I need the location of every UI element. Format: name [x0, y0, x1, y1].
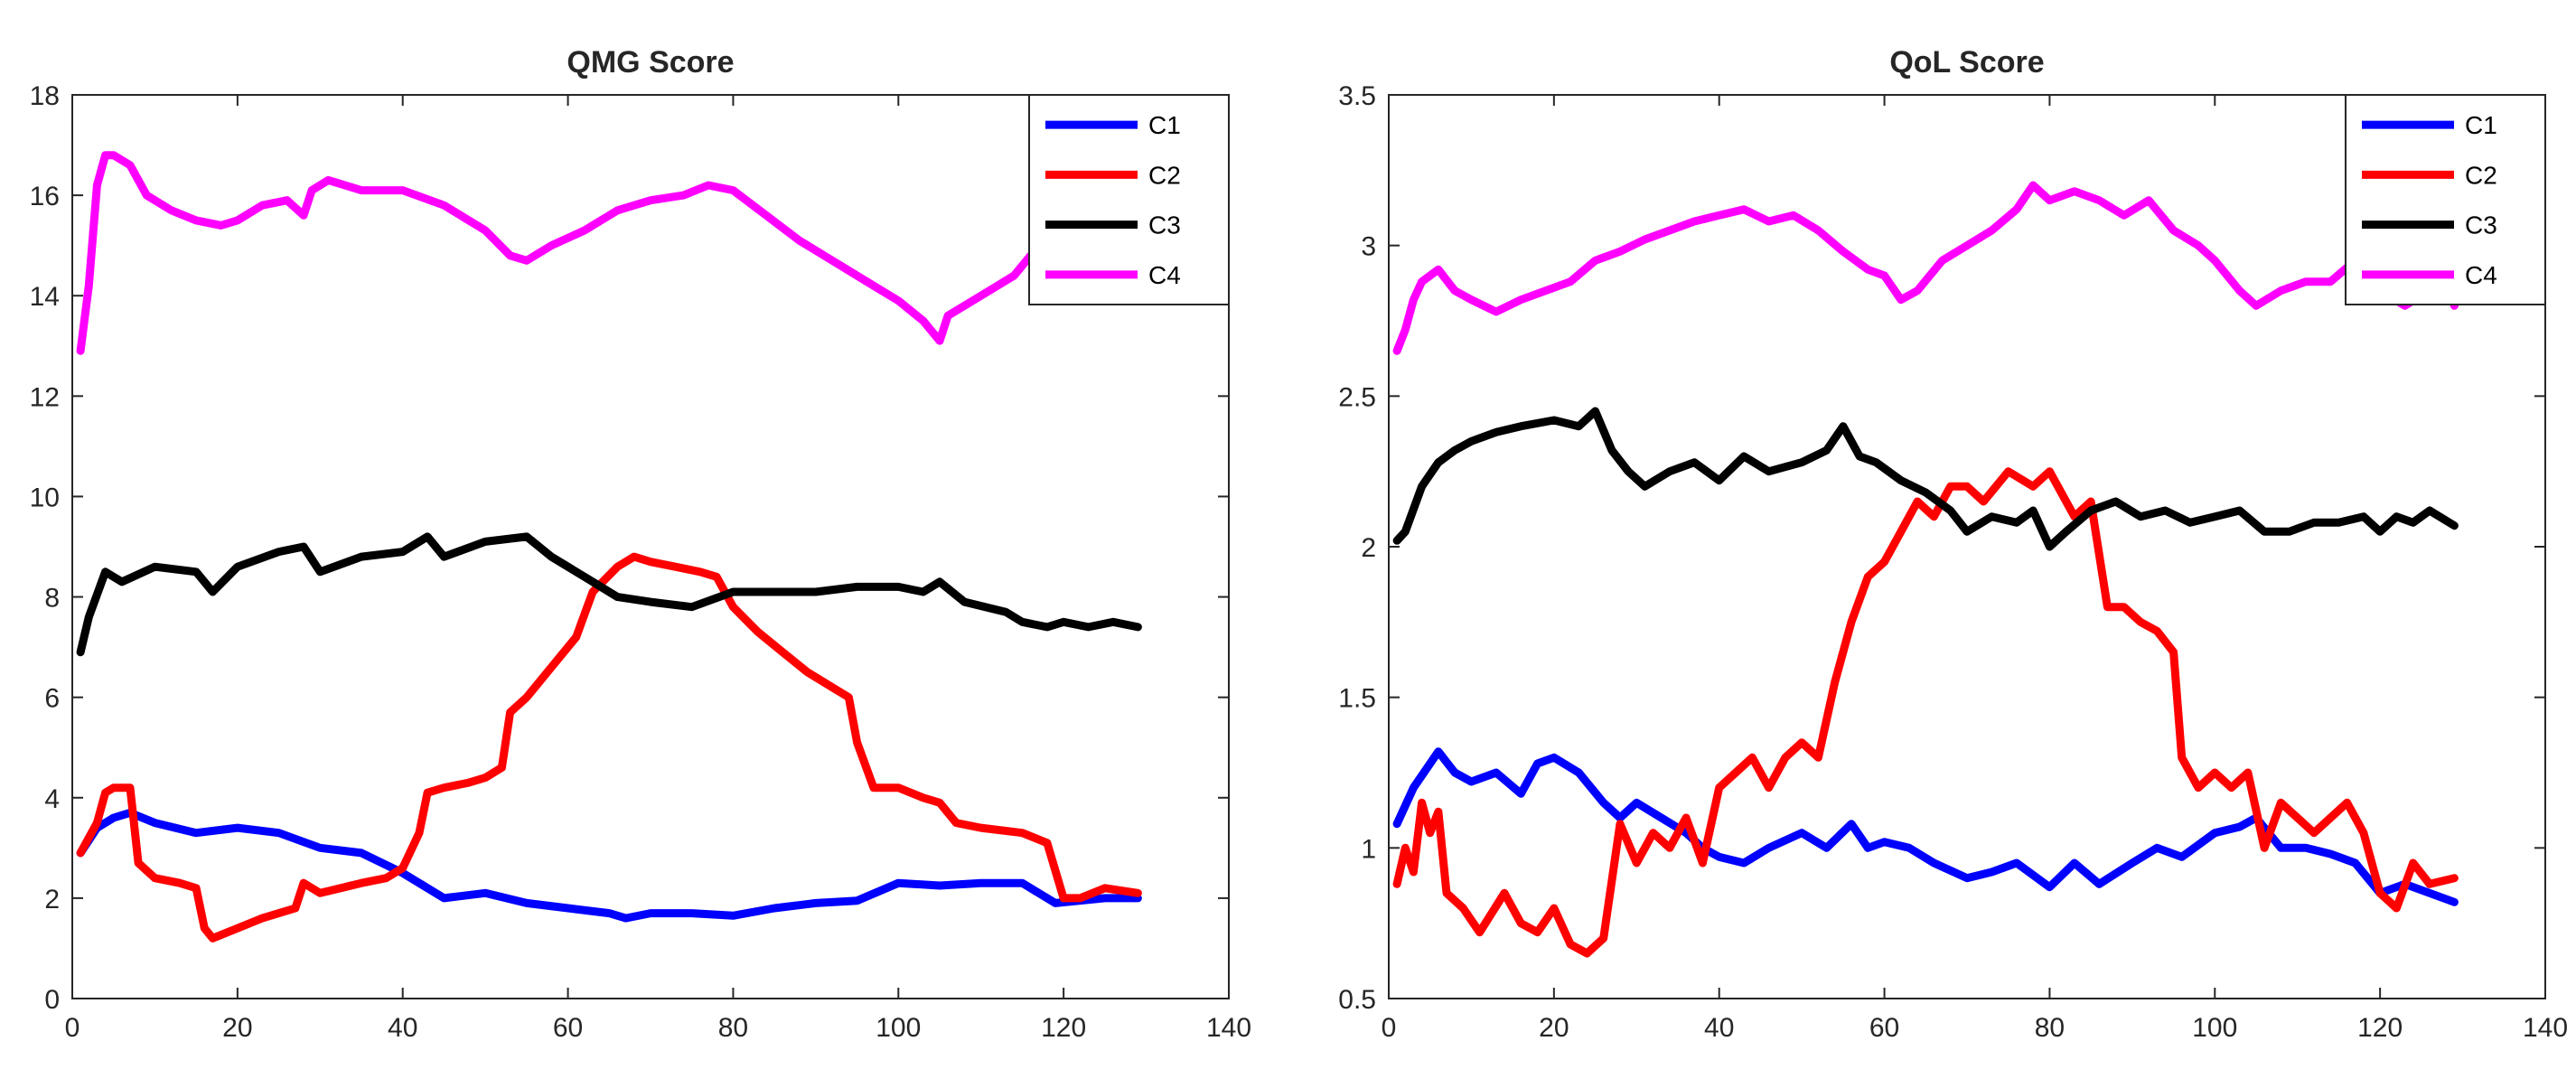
legend-box: [1028, 94, 1230, 305]
legend-box: [2345, 94, 2546, 305]
x-tick-label: 40: [388, 1013, 417, 1043]
legend-label-c4: C4: [2465, 261, 2497, 289]
legend-label-c4: C4: [1148, 261, 1181, 289]
x-tick-label: 80: [2035, 1013, 2065, 1043]
x-tick-label: 80: [718, 1013, 748, 1043]
x-tick-label: 140: [1206, 1013, 1251, 1043]
legend-label-c3: C3: [2465, 211, 2497, 239]
x-tick-label: 0: [65, 1013, 80, 1043]
x-tick-label: 120: [1041, 1013, 1086, 1043]
series-line-c3: [1392, 407, 2459, 551]
y-tick-label: 3: [1361, 232, 1376, 262]
y-tick-label: 16: [30, 182, 60, 211]
y-tick-label: 2.5: [1338, 382, 1376, 412]
legend-label-c2: C2: [1148, 161, 1181, 189]
y-tick-label: 2: [44, 885, 60, 914]
y-tick-label: 12: [30, 382, 60, 412]
y-tick-label: 0: [44, 985, 60, 1015]
legend-label-c1: C1: [1148, 111, 1181, 139]
legend-label-c3: C3: [1148, 211, 1181, 239]
legend: C1 C2 C3 C4: [1028, 94, 1230, 305]
x-tick-label: 100: [876, 1013, 921, 1043]
y-tick-label: 4: [44, 784, 60, 814]
series-line-c4: [76, 151, 1035, 355]
y-tick-label: 6: [44, 684, 60, 714]
y-tick-label: 18: [30, 81, 60, 111]
qmg-score-chart: QMG Score 0 20 40 60 80 100 120 140 0 2 4 6 8 10 12 14 1…: [30, 45, 1251, 1043]
series-line-c1: [76, 808, 1142, 923]
series-line-c2: [76, 552, 1142, 943]
legend-label-c2: C2: [2465, 161, 2497, 189]
y-tick-label: 2: [1361, 533, 1376, 563]
y-tick-label: 14: [30, 282, 60, 312]
x-tick-label: 120: [2357, 1013, 2403, 1043]
x-tick-label: 20: [1539, 1013, 1569, 1043]
legend: C1 C2 C3 C4: [2345, 94, 2546, 305]
y-tick-label: 1: [1361, 834, 1376, 864]
chart-title: QoL Score: [1889, 45, 2044, 80]
x-tick-label: 20: [222, 1013, 252, 1043]
x-tick-label: 140: [2523, 1013, 2568, 1043]
x-tick-label: 60: [553, 1013, 583, 1043]
y-tick-label: 8: [44, 584, 60, 614]
series-line-c2: [1392, 467, 2459, 958]
x-tick-label: 100: [2192, 1013, 2237, 1043]
series-line-c1: [1392, 747, 2459, 906]
y-tick-label: 0.5: [1338, 985, 1376, 1015]
chart-title: QMG Score: [567, 45, 734, 80]
legend-label-c1: C1: [2465, 111, 2497, 139]
y-tick-label: 10: [30, 483, 60, 512]
y-tick-label: 3.5: [1338, 81, 1376, 111]
x-tick-label: 60: [1869, 1013, 1899, 1043]
x-tick-label: 40: [1704, 1013, 1734, 1043]
x-tick-label: 0: [1382, 1013, 1397, 1043]
plot-area: [71, 94, 1230, 999]
series-line-c4: [1392, 181, 2459, 355]
qol-score-chart: QoL Score 0 20 40 60 80 100 120 140 0.5 1 1.5 2 2.5 3…: [1338, 45, 2568, 1043]
y-tick-label: 1.5: [1338, 684, 1376, 714]
series-line-c3: [76, 532, 1142, 657]
